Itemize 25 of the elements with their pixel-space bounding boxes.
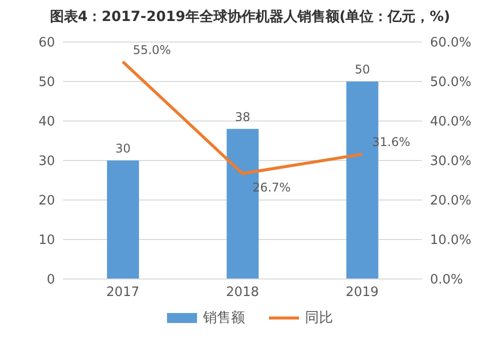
data-label: 50 xyxy=(354,62,370,76)
y2-tick-label: 40.0% xyxy=(430,114,472,130)
y2-tick-label: 10.0% xyxy=(430,233,472,248)
y-tick-label: 60 xyxy=(38,36,55,51)
y-tick-label: 10 xyxy=(38,233,55,248)
legend-label: 销售额 xyxy=(203,309,245,327)
bar xyxy=(107,160,139,279)
legend-label: 同比 xyxy=(305,309,333,327)
chart-title: 图表4：2017-2019年全球协作机器人销售额(单位：亿元，%) xyxy=(48,8,452,26)
y-tick-label: 50 xyxy=(38,75,55,90)
y-tick-label: 40 xyxy=(38,114,55,130)
x-tick-label: 2019 xyxy=(346,285,379,300)
y2-tick-label: 60.0% xyxy=(430,36,472,51)
x-tick-label: 2018 xyxy=(226,285,260,300)
data-label: 30 xyxy=(115,142,131,156)
x-tick-label: 2017 xyxy=(106,285,140,300)
y-tick-label: 0 xyxy=(46,272,55,288)
y2-tick-label: 50.0% xyxy=(430,75,472,90)
y-tick-label: 20 xyxy=(38,194,55,209)
data-label: 38 xyxy=(235,110,250,124)
data-label: 55.0% xyxy=(132,42,171,57)
y-tick-label: 30 xyxy=(38,154,55,170)
y2-tick-label: 20.0% xyxy=(430,194,472,209)
y2-tick-label: 0.0% xyxy=(430,272,464,288)
y2-tick-label: 30.0% xyxy=(430,154,472,170)
